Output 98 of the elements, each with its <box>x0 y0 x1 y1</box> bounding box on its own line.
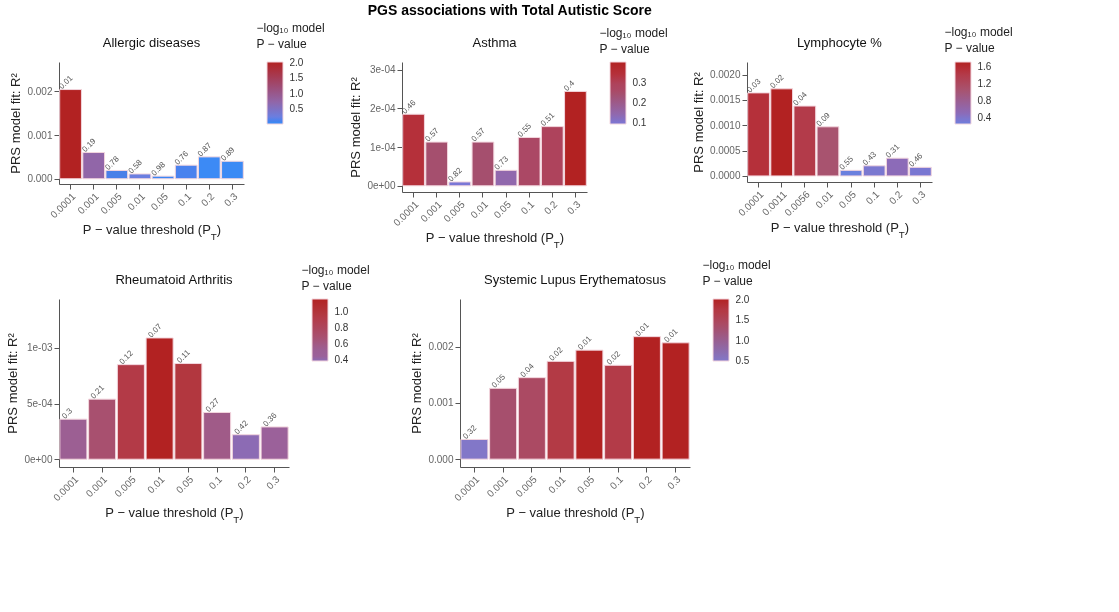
legend-title: −log₁₀ model P − value <box>599 25 668 56</box>
x-tick-label: 0.05 <box>491 198 514 221</box>
y-tick-label: 0.0010 <box>709 119 741 131</box>
x-tick-label: 0.3 <box>264 473 282 492</box>
x-tick-label: 0.01 <box>125 190 148 213</box>
annotation: 0.43 <box>860 149 879 168</box>
x-tick-label: 0.05 <box>574 473 597 496</box>
y-axis-title: PRS model fit: R² <box>8 72 24 174</box>
y-axis-title: PRS model fit: R² <box>5 332 21 434</box>
color-bar-label: 1.0 <box>289 87 304 99</box>
annotation: 0.4 <box>562 78 577 93</box>
x-axis-title: P − value threshold (P$_{T}$) <box>425 230 565 250</box>
color-bar-label: 1.0 <box>735 334 750 346</box>
x-tick-label: 0.1 <box>175 190 194 209</box>
color-bar-label: 1.5 <box>289 72 304 84</box>
x-tick-label: 0.01 <box>546 473 568 496</box>
chart-title: Systemic Lupus Erythematosus <box>483 272 667 287</box>
y-tick-label: 0.000 <box>27 173 53 185</box>
color-bar-label: 0.4 <box>334 353 349 365</box>
color-bar-label: 0.5 <box>289 103 304 115</box>
legend-title: −log₁₀ model P − value <box>702 258 771 288</box>
y-axis-title: PRS model fit: R² <box>409 332 425 434</box>
annotation: 0.04 <box>791 89 810 108</box>
chart-title: Allergic diseases <box>102 35 201 50</box>
y-axis-title: PRS model fit: R² <box>348 76 364 178</box>
x-tick-label: 0.05 <box>148 190 171 213</box>
annotation: 0.58 <box>126 157 145 176</box>
annotation: 0.51 <box>538 110 557 129</box>
y-tick-label: 0e+00 <box>24 453 53 465</box>
y-tick-label: 0.0015 <box>709 94 741 106</box>
y-tick-label: 0.0005 <box>709 145 741 157</box>
text: PGS associations with Total Autistic Score <box>367 2 652 18</box>
y-tick-label: 1e-03 <box>26 342 53 354</box>
x-axis-title: P − value threshold (P$_{T}$) <box>105 505 244 525</box>
y-tick-label: 2e-04 <box>369 102 396 114</box>
x-tick-label: 0.2 <box>541 198 560 217</box>
y-tick-label: 0.001 <box>428 397 454 409</box>
annotation: 0.57 <box>423 125 442 144</box>
color-bar-label: 0.6 <box>334 337 349 349</box>
annotation: 0.3 <box>59 405 75 421</box>
x-tick-label: 0.3 <box>909 188 928 207</box>
y-tick-label: 1e-04 <box>369 141 396 153</box>
x-tick-label: 0.2 <box>198 190 217 209</box>
color-bar-label: 1.2 <box>977 78 992 90</box>
y-tick-label: 0.002 <box>428 341 454 353</box>
annotation: 0.82 <box>446 165 465 184</box>
chart-title: Rheumatoid Arthritis <box>115 272 234 287</box>
legend-title: −log₁₀ model P − value <box>256 21 325 51</box>
annotation: 0.19 <box>80 136 99 154</box>
annotation: 0.02 <box>768 72 787 91</box>
annotation: 0.09 <box>814 110 833 129</box>
annotation: 0.11 <box>174 347 193 365</box>
x-axis-title: P − value threshold (P$_{T}$) <box>506 505 645 525</box>
color-bar-label: 0.5 <box>735 355 750 367</box>
y-tick-label: 0.0000 <box>709 170 741 182</box>
x-axis-title: P − value threshold (P$_{T}$) <box>770 220 910 240</box>
x-axis-title: P − value threshold (P$_{T}$) <box>82 222 222 242</box>
y-tick-label: 0e+00 <box>367 180 396 192</box>
x-tick-label: 0.05 <box>836 188 859 211</box>
x-tick-label: 0.1 <box>607 473 626 492</box>
color-bar-label: 1.0 <box>334 305 349 317</box>
x-tick-label: 0.3 <box>564 198 583 217</box>
color-bar-label: 0.3 <box>632 76 647 88</box>
chart-title: Asthma <box>472 35 518 50</box>
annotation: 0.01 <box>633 320 652 339</box>
color-bar-label: 0.8 <box>334 321 349 333</box>
y-tick-label: 3e-04 <box>369 64 396 76</box>
legend-title: −log₁₀ model P − value <box>944 25 1013 56</box>
y-tick-label: 0.000 <box>428 453 454 465</box>
y-tick-label: 0.002 <box>27 85 53 97</box>
color-bar-label: 2.0 <box>735 293 750 305</box>
y-tick-label: 0.001 <box>27 129 53 141</box>
x-tick-label: 0.2 <box>636 473 655 492</box>
color-bar-label: 1.6 <box>977 60 992 72</box>
x-tick-label: 0.05 <box>173 473 196 496</box>
x-tick-label: 0.01 <box>145 473 167 496</box>
y-axis-title: PRS model fit: R² <box>690 71 706 173</box>
color-bar-label: 0.8 <box>977 95 992 107</box>
color-bar-label: 1.5 <box>735 314 750 326</box>
color-bar-label: 0.1 <box>632 116 647 128</box>
x-tick-label: 0.1 <box>206 473 225 492</box>
x-tick-label: 0.2 <box>886 188 905 207</box>
x-tick-label: 0.2 <box>235 473 254 492</box>
x-tick-label: 0.1 <box>518 198 537 217</box>
x-tick-label: 0.3 <box>665 473 683 492</box>
color-bar-label: 0.2 <box>632 96 647 108</box>
x-tick-label: 0.01 <box>813 188 836 211</box>
color-bar-label: 2.0 <box>289 56 304 68</box>
annotation: 0.36 <box>261 410 279 429</box>
x-tick-label: 0.3 <box>221 190 240 209</box>
y-tick-label: 0.0020 <box>709 69 741 81</box>
chart-title: Lymphocyte % <box>797 35 883 50</box>
x-tick-label: 0.1 <box>863 188 882 207</box>
y-tick-label: 5e-04 <box>26 398 53 410</box>
color-bar-label: 0.4 <box>977 112 992 124</box>
legend-title: −log₁₀ model P − value <box>301 262 370 293</box>
annotation: 0.01 <box>662 326 680 345</box>
x-tick-label: 0.01 <box>468 198 491 221</box>
